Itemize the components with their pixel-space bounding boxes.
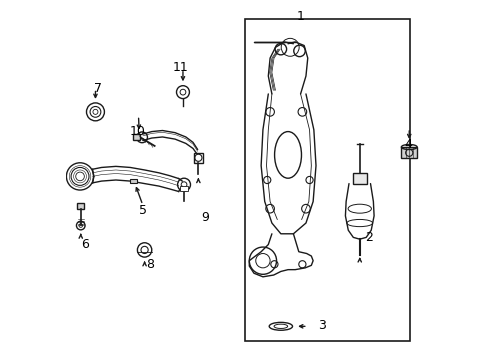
Bar — [401, 147, 417, 158]
Bar — [129, 179, 137, 183]
Bar — [353, 173, 367, 184]
Text: 3: 3 — [318, 319, 326, 332]
Bar — [133, 134, 140, 140]
Text: 2: 2 — [365, 231, 373, 244]
Bar — [245, 19, 410, 341]
Text: 10: 10 — [129, 125, 146, 138]
Text: 1: 1 — [296, 10, 304, 23]
Text: 4: 4 — [404, 138, 412, 150]
Text: 6: 6 — [81, 238, 89, 251]
Text: 9: 9 — [201, 211, 210, 224]
Text: 8: 8 — [146, 258, 154, 271]
Bar — [77, 203, 84, 209]
Text: 7: 7 — [94, 82, 102, 95]
Text: 11: 11 — [172, 60, 188, 73]
Text: 5: 5 — [139, 204, 147, 217]
Bar — [194, 153, 203, 163]
Bar — [180, 186, 188, 191]
